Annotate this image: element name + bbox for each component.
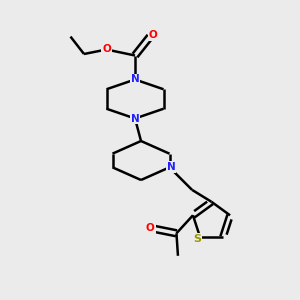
Text: N: N <box>167 162 176 172</box>
Text: N: N <box>130 113 140 124</box>
Text: O: O <box>102 44 111 55</box>
Text: S: S <box>193 234 201 244</box>
Text: N: N <box>130 74 140 85</box>
Text: O: O <box>148 30 158 40</box>
Text: O: O <box>146 223 155 233</box>
